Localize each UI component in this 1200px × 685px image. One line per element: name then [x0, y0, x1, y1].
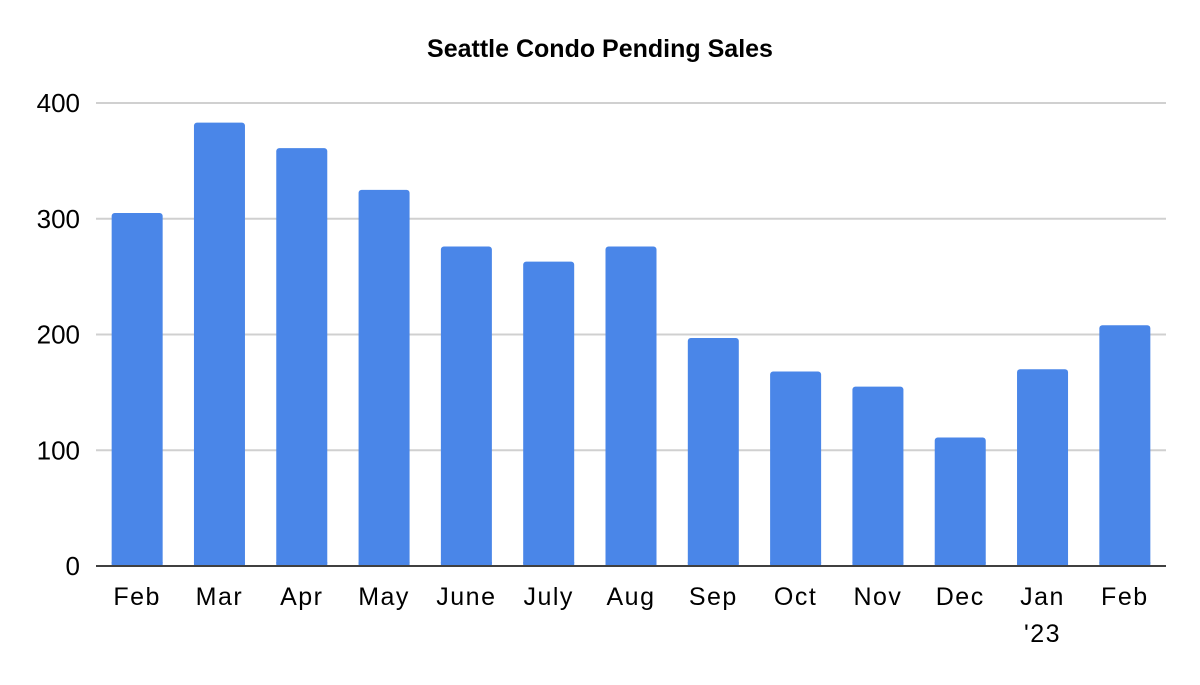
bar-base	[605, 562, 657, 566]
bar-base	[358, 562, 410, 566]
bar-base	[1099, 562, 1151, 566]
bar	[193, 122, 245, 567]
x-tick-label: Sep	[689, 583, 738, 611]
x-tick-label: Feb	[113, 583, 161, 611]
x-tick-label: Dec	[936, 583, 985, 611]
y-axis-tick-labels: 0 100 200 300 400	[37, 88, 80, 581]
x-tick-label: Aug	[607, 583, 656, 611]
bar	[111, 212, 163, 566]
bar	[934, 437, 986, 566]
x-tick-label: Oct	[774, 583, 817, 611]
x-tick-label: June	[436, 583, 496, 611]
x-tick-label: '23	[1024, 620, 1061, 648]
bar	[1099, 325, 1151, 566]
bar-base	[687, 562, 739, 566]
y-tick-label: 400	[37, 88, 80, 118]
bar	[1017, 369, 1069, 566]
bar	[852, 386, 904, 566]
bar-base	[111, 562, 163, 566]
y-tick-label: 0	[66, 551, 80, 581]
bar	[276, 148, 328, 566]
x-tick-label: May	[358, 583, 410, 611]
bar-base	[193, 562, 245, 566]
bar-base	[1017, 562, 1069, 566]
bar	[687, 337, 739, 566]
bar-base	[934, 562, 986, 566]
bar-base	[770, 562, 822, 566]
y-tick-label: 200	[37, 320, 80, 350]
chart-title: Seattle Condo Pending Sales	[427, 35, 773, 63]
x-tick-label: Mar	[196, 583, 244, 611]
bar-base	[523, 562, 575, 566]
x-tick-label: Jan	[1020, 583, 1065, 611]
bar	[605, 246, 657, 566]
x-tick-label: Feb	[1101, 583, 1149, 611]
bar	[770, 371, 822, 566]
bar	[358, 189, 410, 566]
bar-base	[852, 562, 904, 566]
bar	[523, 261, 575, 566]
x-tick-label: Nov	[853, 583, 902, 611]
y-tick-label: 100	[37, 435, 80, 465]
x-axis-category-labels: Feb Mar Apr May June July Aug Sep Oct Nov Dec Jan '2…	[113, 583, 1149, 648]
bar-base	[440, 562, 492, 566]
y-tick-label: 300	[37, 204, 80, 234]
x-tick-label: July	[523, 583, 573, 611]
bar-base	[276, 562, 328, 566]
bar	[440, 246, 492, 566]
x-tick-label: Apr	[280, 583, 323, 611]
bars	[111, 122, 1151, 567]
